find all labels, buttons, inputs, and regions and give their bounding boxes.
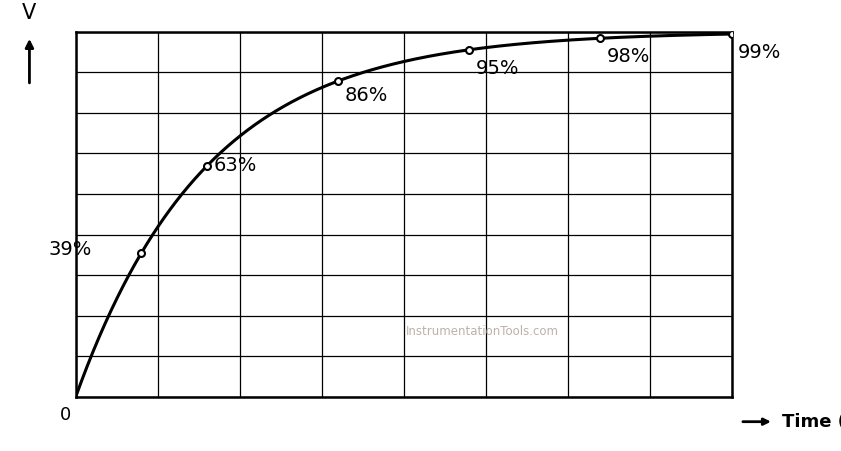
Text: V: V (23, 3, 36, 23)
Text: 0: 0 (60, 406, 71, 424)
Text: 86%: 86% (345, 86, 388, 105)
Text: 99%: 99% (738, 43, 781, 62)
Text: InstrumentationTools.com: InstrumentationTools.com (406, 325, 559, 338)
Text: 98%: 98% (607, 47, 650, 66)
Text: 95%: 95% (476, 59, 520, 78)
Text: 63%: 63% (214, 156, 257, 175)
Text: 39%: 39% (48, 240, 92, 259)
Text: Time (in Time Constants): Time (in Time Constants) (782, 413, 841, 431)
